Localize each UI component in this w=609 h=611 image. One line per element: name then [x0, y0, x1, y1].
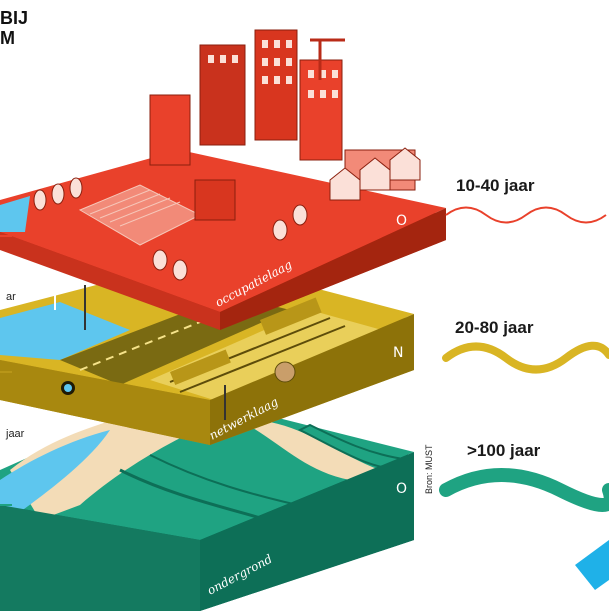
page-title: BIJ M [0, 8, 28, 48]
wave-10-40 [445, 206, 607, 224]
duration-label-ondergrond: >100 jaar [467, 441, 541, 460]
duration-label-netwerklaag: 20-80 jaar [455, 318, 534, 337]
n-icon: N [393, 345, 403, 361]
duration-label-occupatielaag: 10-40 jaar [456, 176, 535, 195]
left-duration-lower: jaar [6, 428, 25, 440]
wave-20-80 [442, 341, 609, 374]
left-duration-upper: ar [6, 291, 16, 303]
title-line-1: BIJ [0, 8, 29, 28]
title-line-2: M [0, 28, 15, 48]
blue-arrow-icon [575, 540, 609, 590]
occupatielaag-layer: occupatielaag O [0, 29, 446, 330]
o-icon: O [396, 481, 407, 497]
wave-100 [439, 468, 609, 512]
ondergrond-layer: ondergrond O [0, 392, 414, 611]
o-icon-top: O [396, 213, 407, 229]
source-credit: Bron: MUST [424, 444, 434, 494]
